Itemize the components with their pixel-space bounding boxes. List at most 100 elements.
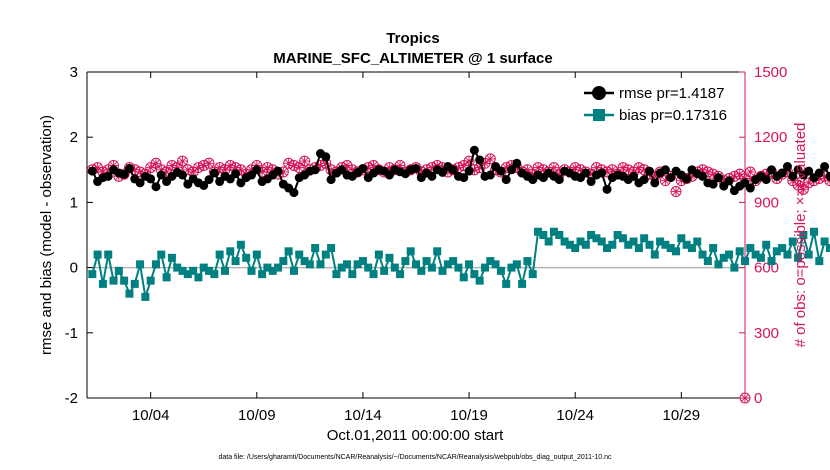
- data-point-obs_evaluated: [607, 164, 618, 175]
- data-point-bias: [719, 253, 728, 262]
- data-point-rmse: [788, 171, 798, 181]
- data-point-obs_evaluated: [347, 164, 358, 175]
- data-point-bias: [136, 260, 145, 269]
- data-point-bias: [534, 227, 543, 236]
- data-point-obs_evaluated: [426, 162, 437, 173]
- legend-label-bias: bias pr=0.17316: [619, 107, 727, 124]
- data-point-obs_evaluated: [299, 156, 310, 167]
- data-point-bias: [640, 234, 649, 243]
- data-point-bias: [215, 250, 224, 259]
- y-tick-right-label: 1200: [754, 129, 787, 146]
- data-point-obs_evaluated: [326, 164, 337, 175]
- data-point-bias: [226, 247, 235, 256]
- data-point-bias: [385, 253, 394, 262]
- data-point-obs_evaluated: [649, 171, 660, 182]
- data-point-rmse: [464, 166, 474, 176]
- data-point-bias: [231, 257, 240, 266]
- data-point-rmse: [124, 163, 134, 173]
- data-point-bias: [427, 263, 436, 272]
- data-point-bias: [247, 266, 256, 275]
- data-point-obs_evaluated: [384, 162, 395, 173]
- data-point-obs_evaluated: [623, 164, 634, 175]
- data-point-obs_evaluated: [267, 164, 278, 175]
- y-tick-label: -1: [65, 325, 78, 342]
- data-point-rmse: [87, 166, 97, 176]
- data-point-obs_evaluated: [182, 164, 193, 175]
- data-point-bias: [98, 279, 107, 288]
- data-point-obs_evaluated: [193, 162, 204, 173]
- data-point-bias: [332, 270, 341, 279]
- data-point-bias: [486, 257, 495, 266]
- data-point-obs_evaluated: [188, 166, 199, 177]
- data-point-obs_evaluated: [156, 164, 167, 175]
- data-point-rmse: [273, 166, 283, 176]
- data-point-rmse: [512, 158, 522, 168]
- data-point-obs_evaluated: [172, 162, 183, 173]
- data-point-rmse: [448, 165, 458, 175]
- data-point-bias: [762, 240, 771, 249]
- data-point-obs_evaluated: [633, 162, 644, 173]
- data-point-bias: [284, 247, 293, 256]
- data-point-bias: [321, 250, 330, 259]
- data-point-bias: [401, 257, 410, 266]
- footnote: data file: /Users/gharamti/Documents/NCA…: [218, 454, 612, 461]
- data-point-obs_evaluated: [129, 164, 140, 175]
- data-point-rmse: [666, 173, 676, 183]
- data-point-bias: [767, 257, 776, 266]
- data-point-rmse: [501, 175, 511, 185]
- data-point-bias: [374, 250, 383, 259]
- data-point-obs_evaluated: [734, 169, 745, 180]
- data-point-bias: [661, 240, 670, 249]
- data-point-rmse: [586, 177, 596, 187]
- x-tick-label: 10/24: [556, 407, 594, 424]
- data-point-bias: [151, 260, 160, 269]
- data-point-obs_evaluated: [591, 162, 602, 173]
- data-point-bias: [289, 266, 298, 275]
- data-point-bias: [703, 257, 712, 266]
- legend-marker-bias: [593, 109, 605, 121]
- data-point-obs_evaluated: [671, 186, 682, 197]
- data-point-rmse: [804, 166, 814, 176]
- chart-subtitle: MARINE_SFC_ALTIMETER @ 1 surface: [273, 50, 552, 67]
- data-point-bias: [236, 240, 245, 249]
- data-point-bias: [523, 257, 532, 266]
- data-point-bias: [199, 263, 208, 272]
- data-point-bias: [189, 266, 198, 275]
- data-point-obs_evaluated: [533, 162, 544, 173]
- data-point-bias: [549, 227, 558, 236]
- data-point-bias: [672, 247, 681, 256]
- data-point-rmse: [507, 165, 517, 175]
- data-point-bias: [804, 250, 813, 259]
- data-point-rmse: [289, 188, 299, 198]
- data-point-rmse: [475, 155, 485, 165]
- data-point-bias: [687, 244, 696, 253]
- data-point-bias: [305, 260, 314, 269]
- data-point-bias: [783, 250, 792, 259]
- y-tick-label: -2: [65, 390, 78, 407]
- data-point-rmse: [469, 145, 479, 155]
- data-point-rmse: [777, 168, 787, 178]
- data-point-rmse: [103, 171, 113, 181]
- data-point-rmse: [782, 162, 792, 172]
- data-point-obs_evaluated: [570, 162, 581, 173]
- data-point-obs_evaluated: [416, 166, 427, 177]
- data-point-bias: [788, 237, 797, 246]
- plot-area: 10/04 10/09 10/14 10/19 10/24 10/29 -2 -1 0 1 2 3 0 3…: [65, 64, 830, 424]
- data-point-bias: [709, 244, 718, 253]
- data-point-bias: [252, 250, 261, 259]
- data-point-obs_evaluated: [294, 162, 305, 173]
- data-point-bias: [714, 260, 723, 269]
- data-point-rmse: [761, 175, 771, 185]
- data-point-rmse: [438, 167, 448, 177]
- data-point-bias: [666, 244, 675, 253]
- data-point-bias: [576, 237, 585, 246]
- data-point-bias: [274, 263, 283, 272]
- data-point-obs_evaluated: [586, 169, 597, 180]
- data-point-rmse: [554, 175, 564, 185]
- data-point-obs_evaluated: [602, 166, 613, 177]
- data-point-bias: [820, 237, 829, 246]
- data-point-bias: [592, 234, 601, 243]
- data-point-bias: [825, 244, 830, 253]
- data-point-obs_evaluated: [814, 173, 825, 184]
